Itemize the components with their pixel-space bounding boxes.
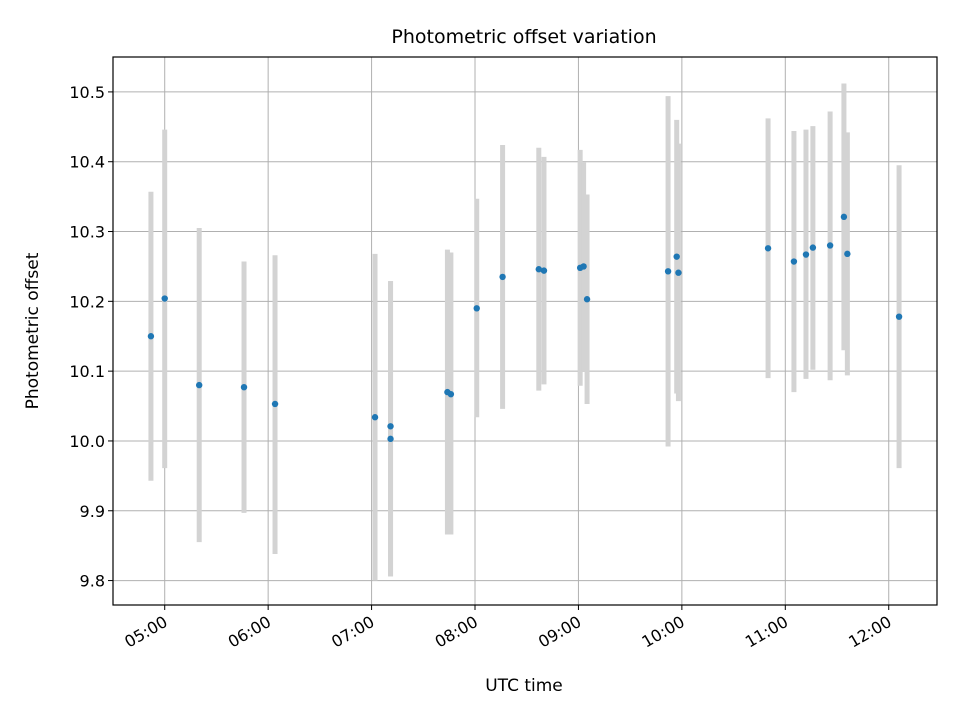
- data-points: [147, 213, 903, 443]
- data-point: [844, 250, 851, 258]
- y-tick-label: 9.8: [80, 572, 105, 591]
- y-axis-ticks: 9.8 9.9 10.0 10.1 10.2 10.3 10.4 10.5: [69, 83, 113, 591]
- data-point: [583, 296, 591, 303]
- chart-title: Photometric offset variation: [391, 26, 656, 48]
- y-tick-label: 10.4: [69, 153, 105, 172]
- plot-frame: [112, 56, 938, 606]
- y-tick-label: 10.2: [69, 292, 105, 311]
- data-point: [371, 414, 379, 421]
- data-point: [447, 390, 455, 398]
- y-tick-label: 10.1: [69, 362, 105, 381]
- data-point: [387, 435, 394, 443]
- x-axis-label: UTC time: [485, 676, 563, 696]
- data-point: [895, 313, 903, 320]
- data-point: [826, 242, 834, 249]
- y-tick-label: 10.3: [69, 223, 105, 242]
- data-point: [540, 267, 548, 274]
- data-point: [664, 268, 672, 275]
- data-point: [387, 423, 394, 430]
- data-point: [473, 305, 480, 312]
- data-point: [809, 244, 817, 251]
- data-point: [840, 213, 848, 221]
- data-point: [790, 258, 798, 265]
- data-point: [499, 273, 506, 281]
- data-point: [535, 266, 542, 273]
- data-point: [673, 253, 680, 260]
- y-axis-label: Photometric offset: [23, 252, 43, 409]
- data-point: [271, 400, 279, 408]
- data-point: [195, 381, 203, 389]
- data-point: [764, 245, 772, 252]
- data-point: [675, 269, 682, 276]
- data-point: [580, 263, 587, 270]
- data-point: [161, 295, 168, 302]
- y-tick-label: 10.5: [69, 83, 105, 102]
- data-point: [147, 333, 155, 340]
- y-tick-label: 10.0: [69, 432, 105, 451]
- y-tick-label: 9.9: [80, 502, 105, 521]
- data-point: [802, 251, 810, 258]
- data-point: [240, 383, 248, 391]
